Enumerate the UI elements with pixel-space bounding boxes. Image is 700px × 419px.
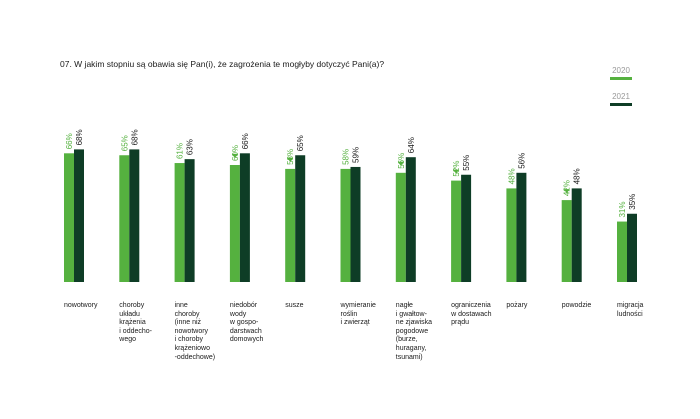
data-label-2020-8: 48%: [507, 168, 516, 184]
bar-2020-3: [229, 165, 240, 282]
data-label-2020-1: 65%: [120, 135, 129, 151]
bar-2020-5: [340, 168, 351, 282]
bar-2021-10: [627, 213, 637, 282]
bar-2020-8: [506, 188, 517, 282]
category-label-5: wymieranie roślin i zwierząt: [340, 302, 376, 327]
bar-2021-6: [405, 157, 416, 282]
legend-label-2020: 2020: [612, 66, 630, 75]
increase-marker-6: [397, 161, 404, 166]
data-label-2021-1: 68%: [130, 129, 139, 145]
bar-2021-4: [295, 155, 306, 282]
bar-2020-1: [119, 155, 130, 282]
data-label-2021-4: 65%: [296, 135, 305, 151]
bar-2021-1: [129, 149, 140, 282]
legend-label-2021: 2021: [612, 92, 630, 101]
increase-marker-9: [563, 189, 570, 194]
data-label-2021-10: 35%: [628, 194, 637, 210]
legend-item-2021: 2021: [610, 92, 632, 118]
data-label-2021-3: 66%: [241, 133, 250, 149]
data-label-2021-0: 68%: [75, 129, 84, 145]
data-label-2021-2: 63%: [186, 139, 195, 155]
bar-2020-0: [64, 153, 74, 282]
increase-marker-4: [287, 157, 294, 162]
bar-2020-4: [285, 168, 296, 282]
data-label-2021-9: 48%: [573, 168, 582, 184]
category-label-0: nowotwory: [64, 302, 98, 309]
category-label-7: ograniczenia w dostawach prądu: [451, 302, 492, 327]
bar-2020-7: [451, 180, 462, 282]
bar-2021-3: [239, 153, 250, 282]
data-label-2021-7: 55%: [462, 155, 471, 171]
data-label-2021-5: 59%: [352, 147, 361, 163]
legend-swatch-2020: [610, 77, 632, 80]
data-label-2020-5: 58%: [342, 149, 351, 165]
bar-2020-2: [174, 163, 185, 282]
bar-2020-9: [561, 200, 572, 282]
legend-item-2020: 2020: [610, 66, 632, 92]
bar-2021-0: [74, 149, 84, 282]
data-label-2020-7: 52%: [452, 161, 461, 177]
data-label-2020-3: 60%: [231, 145, 240, 161]
increase-marker-3: [231, 154, 238, 158]
bar-2021-2: [184, 159, 195, 282]
category-label-1: choroby układu krążenia i oddecho- wego: [119, 302, 152, 344]
legend-swatch-2021: [610, 103, 632, 106]
data-label-2020-9: 42%: [563, 180, 572, 196]
category-label-6: nagłe i gwałtow- ne zjawiska pogodowe (b…: [395, 302, 432, 361]
data-label-2021-8: 56%: [517, 153, 526, 169]
data-label-2020-6: 56%: [397, 153, 406, 169]
bar-2020-6: [395, 172, 406, 282]
data-label-2020-10: 31%: [618, 202, 627, 218]
bar-2021-7: [461, 174, 472, 282]
data-label-2020-2: 61%: [176, 143, 185, 159]
data-label-2020-4: 58%: [286, 149, 295, 165]
bar-2021-5: [350, 166, 361, 282]
chart-question-title: 07. W jakim stopniu są obawia się Pan(i)…: [60, 59, 385, 69]
data-label-2021-6: 64%: [407, 137, 416, 153]
bar-2020-10: [617, 221, 627, 282]
category-label-3: niedobór wody w gospo- darstwach domowyc…: [229, 302, 264, 344]
data-label-2020-0: 66%: [65, 133, 74, 149]
category-label-10: migracja ludności: [617, 302, 644, 318]
bar-2021-8: [516, 172, 527, 282]
category-label-4: susze: [285, 302, 304, 309]
category-label-9: powodzie: [561, 302, 592, 309]
category-label-8: pożary: [506, 302, 528, 309]
legend: 2020 2021: [610, 66, 632, 118]
bar-2021-9: [571, 188, 582, 282]
increase-marker-7: [453, 169, 460, 174]
category-label-2: inne choroby (inne niż nowotwory i choro…: [174, 302, 216, 361]
